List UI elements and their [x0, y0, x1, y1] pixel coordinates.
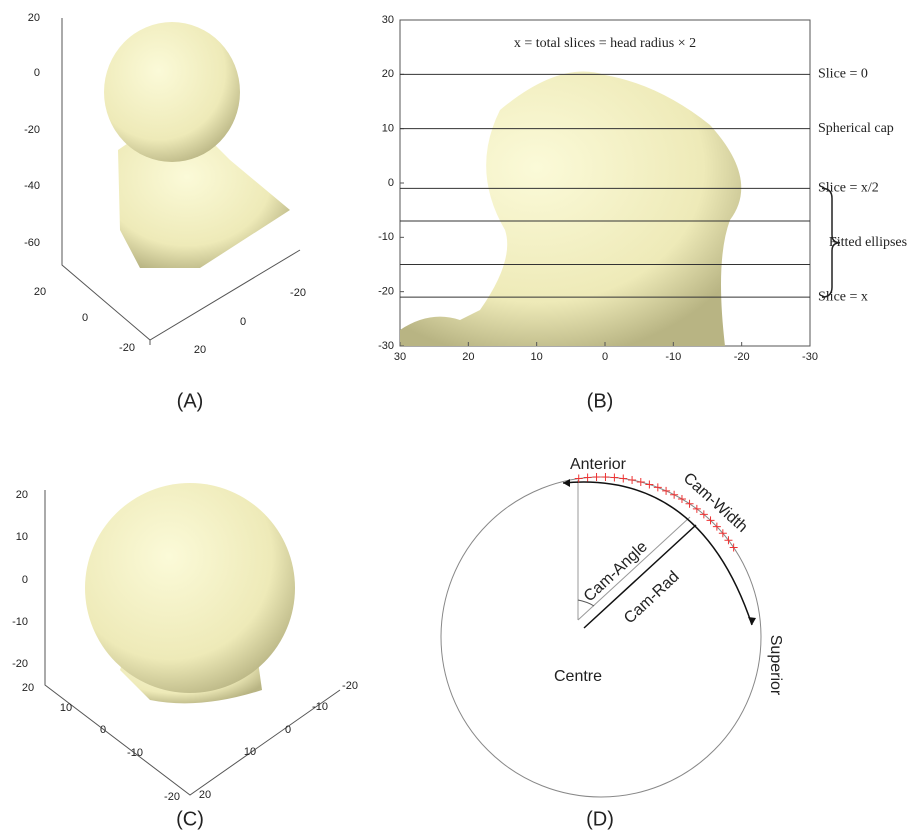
cross	[678, 495, 686, 503]
label: -20	[119, 342, 135, 354]
label: -10	[378, 231, 394, 243]
label: -20	[378, 286, 394, 298]
label: 0	[100, 724, 106, 736]
label: 10	[60, 702, 72, 714]
label: (A)	[177, 390, 204, 412]
label: 0	[82, 312, 88, 324]
label: 20	[382, 68, 394, 80]
label: 20	[199, 789, 211, 801]
cross	[686, 500, 694, 508]
cross	[593, 473, 601, 481]
label: 20	[16, 489, 28, 501]
cross	[654, 483, 662, 491]
label: x = total slices = head radius × 2	[514, 36, 696, 51]
figure: 20 0 -20 -40 -60 20 0 -20 -20 0 20 (A) 30 20 10 0 -10 -20…	[0, 0, 919, 837]
label: 20	[34, 286, 46, 298]
label: Cam-Width	[680, 470, 751, 536]
label: -60	[24, 237, 40, 249]
label: 0	[34, 67, 40, 79]
label: 0	[602, 351, 608, 363]
cross	[730, 544, 738, 552]
label: -10	[312, 701, 328, 713]
label: Cam-Rad	[621, 568, 683, 627]
label: -20	[342, 680, 358, 692]
label: 20	[194, 344, 206, 356]
label: -20	[734, 351, 750, 363]
cross	[601, 473, 609, 481]
label: 0	[285, 724, 291, 736]
label: 20	[22, 682, 34, 694]
label: 0	[388, 177, 394, 189]
cross	[584, 474, 592, 482]
cross	[637, 478, 645, 486]
cross	[610, 474, 618, 482]
label: Anterior	[570, 456, 627, 473]
label: 10	[16, 531, 28, 543]
label: Superior	[767, 635, 784, 696]
label: (B)	[587, 390, 614, 412]
label: 0	[22, 574, 28, 586]
label: 30	[394, 351, 406, 363]
label: -10	[12, 616, 28, 628]
label: Slice = x/2	[818, 181, 879, 196]
label: -20	[12, 658, 28, 670]
label: Spherical cap	[818, 121, 894, 136]
label: 30	[382, 14, 394, 26]
label: 10	[382, 123, 394, 135]
label: 0	[240, 316, 246, 328]
cross	[662, 487, 670, 495]
label: -40	[24, 180, 40, 192]
label: Cam-Angle	[581, 538, 651, 605]
label: 20	[28, 12, 40, 24]
cross	[645, 480, 653, 488]
label: -20	[290, 287, 306, 299]
label: 10	[531, 351, 543, 363]
label: Slice = 0	[818, 67, 868, 82]
label: (D)	[586, 808, 614, 830]
label: (C)	[176, 808, 204, 830]
cross	[670, 491, 678, 499]
panel-a	[62, 18, 300, 345]
label: -10	[665, 351, 681, 363]
cross	[628, 476, 636, 484]
label: -30	[378, 340, 394, 352]
label: 20	[462, 351, 474, 363]
label: -10	[127, 747, 143, 759]
panel-c	[45, 483, 340, 795]
label: Fitted ellipses	[829, 235, 907, 250]
cross	[693, 505, 701, 513]
label: -30	[802, 351, 818, 363]
cross	[619, 475, 627, 483]
panel-d	[441, 473, 761, 797]
label: 10	[244, 746, 256, 758]
label: Centre	[554, 668, 602, 685]
label: -20	[24, 124, 40, 136]
label: -20	[164, 791, 180, 803]
